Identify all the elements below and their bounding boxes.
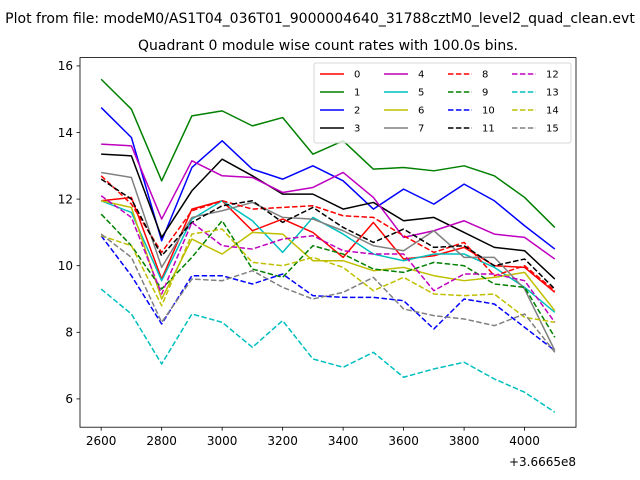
x-tick-label: 4000 xyxy=(509,434,540,448)
legend-label-9: 9 xyxy=(482,88,488,99)
x-tick-label: 3600 xyxy=(388,434,419,448)
series-line-12 xyxy=(100,195,556,323)
x-offset-label: +3.6665e8 xyxy=(509,455,576,469)
x-tick-label: 2800 xyxy=(146,434,177,448)
y-tick-label: 10 xyxy=(58,259,73,273)
y-tick-label: 12 xyxy=(58,192,73,206)
y-tick-label: 16 xyxy=(58,59,73,73)
legend-label-14: 14 xyxy=(546,106,559,117)
series-line-4 xyxy=(101,143,556,260)
y-tick-label: 6 xyxy=(65,392,73,406)
legend-label-4: 4 xyxy=(418,70,424,81)
x-tick-label: 3200 xyxy=(267,434,298,448)
series-line-9 xyxy=(100,213,556,338)
legend-label-12: 12 xyxy=(546,70,559,81)
y-axis: 6 8 10 12 14 16 xyxy=(58,59,80,406)
legend-label-13: 13 xyxy=(546,88,559,99)
y-tick-label: 8 xyxy=(65,326,73,340)
series-line-2 xyxy=(100,107,556,250)
legend-label-6: 6 xyxy=(418,106,424,117)
legend-label-0: 0 xyxy=(354,70,360,81)
suptitle: Plot from file: modeM0/AS1T04_036T01_900… xyxy=(5,11,635,27)
series-line-1 xyxy=(100,78,556,228)
x-tick-label: 2600 xyxy=(86,434,117,448)
series-line-5 xyxy=(100,200,556,313)
legend-label-2: 2 xyxy=(354,106,360,117)
x-axis: 2600 2800 3000 3200 3400 3600 3800 4000 xyxy=(86,427,540,448)
x-tick-label: 3000 xyxy=(207,434,238,448)
series-line-11 xyxy=(100,178,556,290)
series-line-15 xyxy=(100,233,556,353)
legend-label-3: 3 xyxy=(354,124,360,135)
plot-frame xyxy=(79,57,577,428)
series-line-14 xyxy=(100,228,555,324)
series-layer xyxy=(100,78,556,413)
x-tick-label: 3400 xyxy=(328,434,359,448)
legend-label-15: 15 xyxy=(546,124,559,135)
legend-label-7: 7 xyxy=(418,124,424,135)
chart-title: Quadrant 0 module wise count rates with … xyxy=(138,38,518,54)
legend-label-10: 10 xyxy=(482,106,495,117)
legend-label-1: 1 xyxy=(354,88,360,99)
series-line-7 xyxy=(101,171,556,351)
series-line-3 xyxy=(101,153,556,280)
x-tick-label: 3800 xyxy=(449,434,480,448)
y-tick-label: 14 xyxy=(58,126,73,140)
legend-box xyxy=(313,62,572,144)
legend-label-11: 11 xyxy=(482,124,495,135)
legend-label-5: 5 xyxy=(418,88,424,99)
series-line-8 xyxy=(100,175,556,292)
legend-label-8: 8 xyxy=(482,70,488,81)
series-line-13 xyxy=(100,288,556,413)
